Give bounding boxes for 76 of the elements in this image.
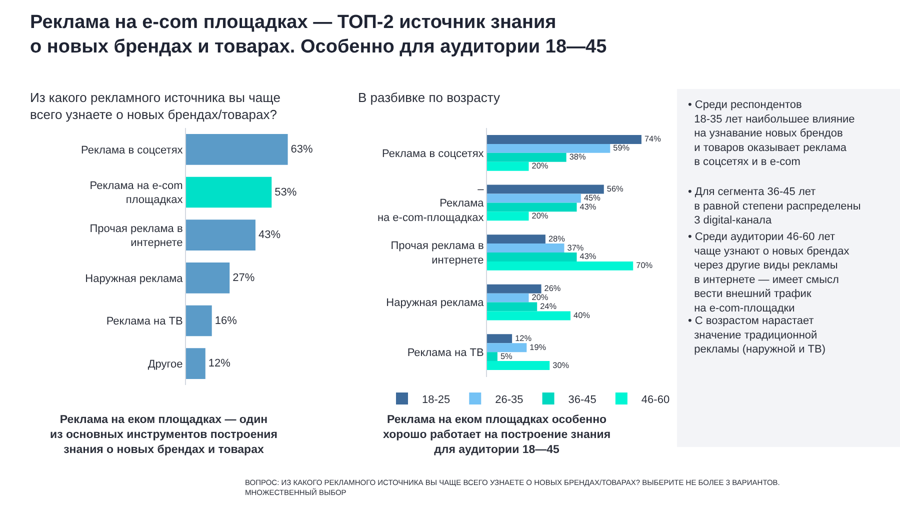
data-label: 43% xyxy=(580,252,596,262)
text: • С возрастом нарастает значение традиционной рекламы (наружной и ТВ) xyxy=(688,315,826,356)
data-label: 40% xyxy=(574,310,591,320)
bar xyxy=(487,293,529,302)
data-label: 37% xyxy=(567,243,584,252)
y-tick-label: Реклама на ТВ xyxy=(106,316,183,328)
bar xyxy=(487,202,577,212)
data-label: 5% xyxy=(500,352,512,361)
bar xyxy=(487,144,610,153)
bar xyxy=(487,162,529,171)
text: • Среди аудитории 46-60 лет чаще узнают о новых брендах через другие виды рекламы в интернете — имеет смысл вести внешний трафик на e-com-площадки xyxy=(688,231,850,314)
text: • Среди респондентов 18-35 лет наибольшее влияние на узнавание новых брендов и товаров оказывает реклама в соцсетях и в e-com xyxy=(688,99,855,168)
data-label: 28% xyxy=(548,234,566,244)
text: • Для сегмента 36-45 лет в равной степени распределены 3 digital-канала xyxy=(688,186,861,227)
bar xyxy=(186,348,206,379)
text: Реклама на еком площадках особенно хорошо работает на построение знания для аудитории 18—45 xyxy=(383,414,611,456)
bar xyxy=(487,352,498,362)
bar xyxy=(487,334,512,344)
chart-title: В разбивке по возрасту xyxy=(358,90,500,105)
bar xyxy=(186,134,288,165)
data-label: 38% xyxy=(569,152,586,162)
y-tick-label: Другое xyxy=(148,358,183,370)
y-tick-label: Наружная реклама xyxy=(386,297,485,310)
bar xyxy=(487,261,634,270)
bar xyxy=(487,134,642,144)
chart-title: Реклама на e-com площадках — ТОП-2 источник знания о новых брендах и товарах. Особенно для аудитории 18—45 xyxy=(30,12,608,58)
y-tick-label: Реклама в соцсетях xyxy=(81,144,184,156)
text: Реклама на еком площадках — один из основных инструментов построения знания о новых брендах и товарах xyxy=(50,414,278,456)
legend-label: 18-25 xyxy=(422,394,450,406)
legend-label: 46-60 xyxy=(641,394,670,406)
legend-label: 26-35 xyxy=(495,394,524,406)
data-label: 16% xyxy=(214,314,238,327)
data-label: 74% xyxy=(644,134,662,144)
y-tick-label: Реклама на e-com площадках xyxy=(90,180,184,206)
data-label: 43% xyxy=(258,229,281,242)
y-tick-label: Прочая реклама в интернете xyxy=(90,222,183,250)
bar xyxy=(487,244,564,252)
bar xyxy=(186,262,230,294)
data-label: 63% xyxy=(290,143,314,156)
bar xyxy=(487,302,538,312)
data-label: 59% xyxy=(613,144,630,153)
data-label: 53% xyxy=(274,186,297,198)
data-label: 45% xyxy=(584,193,600,202)
data-label: 19% xyxy=(530,342,546,352)
data-label: 30% xyxy=(552,360,570,370)
bar xyxy=(487,361,550,370)
data-label: 20% xyxy=(532,162,549,171)
y-tick-label: Реклама на ТВ xyxy=(407,346,484,359)
data-label: 26% xyxy=(544,284,562,294)
data-label: 70% xyxy=(636,261,654,270)
y-tick-label: Реклама в соцсетях xyxy=(382,148,484,160)
chart-subtitle: Из какого рекламного источника вы чаще всего узнаете о новых брендах/товарах? xyxy=(30,90,280,122)
y-tick-label: Прочая реклама в интернете xyxy=(390,240,484,266)
data-label: 20% xyxy=(532,211,549,220)
data-label: 56% xyxy=(606,184,624,194)
bar xyxy=(186,176,272,208)
data-label: 20% xyxy=(532,293,548,302)
data-label: 12% xyxy=(208,358,231,370)
bar xyxy=(487,311,570,320)
bar xyxy=(186,220,256,250)
bar xyxy=(487,252,577,262)
bar xyxy=(487,194,581,203)
data-label: 43% xyxy=(580,202,596,212)
bar xyxy=(487,212,529,221)
legend-label: 36-45 xyxy=(568,394,596,406)
data-label: 24% xyxy=(540,302,557,312)
data-label: 27% xyxy=(232,272,255,284)
bar xyxy=(487,343,527,352)
bar xyxy=(487,152,566,162)
bar xyxy=(487,184,604,194)
bar xyxy=(186,305,212,336)
y-tick-label: Наружная реклама xyxy=(85,272,184,285)
bar xyxy=(487,284,542,294)
data-label: 12% xyxy=(515,334,532,343)
y-tick-label: – Реклама на e-com-площадках xyxy=(377,183,485,224)
bar xyxy=(487,234,546,244)
